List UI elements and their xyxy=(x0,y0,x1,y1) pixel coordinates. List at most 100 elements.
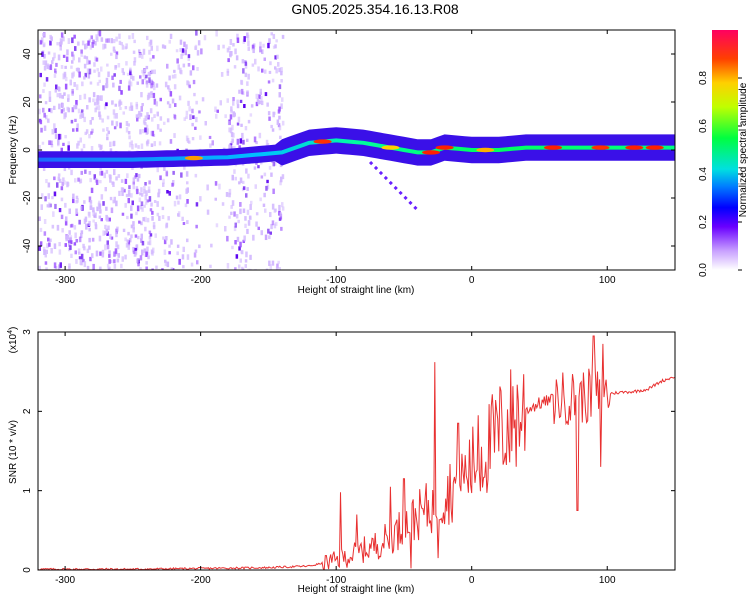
noise-speck xyxy=(134,143,138,148)
y-tick-label: 0 xyxy=(22,147,33,153)
noise-speck xyxy=(52,211,55,217)
noise-speck xyxy=(72,71,75,77)
noise-speck xyxy=(94,222,97,226)
noise-speck xyxy=(41,193,44,199)
noise-speck xyxy=(103,43,107,49)
noise-speck xyxy=(112,46,116,52)
noise-speck xyxy=(114,65,117,70)
noise-speck xyxy=(145,131,148,135)
noise-speck xyxy=(115,121,119,127)
noise-speck xyxy=(233,211,236,217)
noise-speck xyxy=(164,259,167,263)
noise-speck xyxy=(57,139,60,145)
noise-speck xyxy=(75,239,78,243)
noise-speck xyxy=(155,83,159,88)
noise-speck xyxy=(80,232,83,239)
noise-speck xyxy=(277,123,281,128)
noise-speck xyxy=(278,67,281,73)
noise-speck xyxy=(88,237,91,243)
noise-speck xyxy=(109,141,112,147)
noise-speck xyxy=(100,218,103,222)
noise-speck xyxy=(66,181,69,188)
noise-speck xyxy=(159,97,162,102)
noise-speck xyxy=(171,98,175,104)
noise-speck xyxy=(255,101,259,107)
noise-speck xyxy=(43,219,47,225)
noise-speck xyxy=(132,221,135,227)
noise-speck xyxy=(275,68,278,74)
noise-speck xyxy=(141,79,144,85)
noise-speck xyxy=(255,93,258,99)
noise-speck xyxy=(261,49,264,55)
noise-speck xyxy=(192,115,195,120)
noise-speck xyxy=(195,202,199,207)
noise-speck xyxy=(61,103,64,107)
noise-speck xyxy=(112,39,116,44)
noise-speck xyxy=(82,243,85,249)
noise-speck xyxy=(81,81,84,87)
snr-x-tick-label: -200 xyxy=(191,575,211,586)
noise-speck xyxy=(39,40,43,45)
noise-speck xyxy=(257,66,260,72)
noise-speck xyxy=(240,250,243,254)
noise-speck xyxy=(53,176,56,181)
noise-speck xyxy=(249,216,252,220)
noise-speck xyxy=(186,137,190,143)
snr-y-tick-label: 0 xyxy=(22,567,33,573)
noise-speck xyxy=(247,46,250,51)
noise-speck xyxy=(226,47,230,53)
noise-speck xyxy=(50,108,53,114)
noise-speck xyxy=(88,227,91,232)
noise-speck xyxy=(86,248,90,254)
noise-speck xyxy=(45,267,48,270)
noise-speck xyxy=(68,263,71,269)
noise-speck xyxy=(272,162,275,167)
noise-speck xyxy=(135,244,139,251)
noise-speck xyxy=(157,188,161,194)
snr-x-tick-label: -100 xyxy=(326,575,346,586)
noise-speck xyxy=(38,265,41,270)
noise-speck xyxy=(162,178,165,184)
noise-speck xyxy=(143,68,147,73)
noise-speck xyxy=(89,178,92,183)
noise-speck xyxy=(211,140,214,146)
noise-speck xyxy=(168,75,171,81)
noise-speck xyxy=(164,261,168,267)
noise-speck xyxy=(127,123,130,127)
noise-speck xyxy=(39,94,42,99)
noise-speck xyxy=(63,180,66,185)
noise-speck xyxy=(133,175,137,179)
noise-speck xyxy=(57,54,61,61)
noise-speck xyxy=(186,238,189,243)
noise-speck xyxy=(124,254,127,260)
noise-speck xyxy=(92,39,95,45)
noise-speck xyxy=(55,84,58,91)
y-tick-label: 40 xyxy=(22,48,33,60)
noise-speck xyxy=(175,195,179,200)
noise-speck xyxy=(40,127,43,133)
noise-speck xyxy=(80,205,83,211)
noise-speck xyxy=(271,220,275,226)
noise-speck xyxy=(163,249,167,255)
noise-speck xyxy=(185,188,188,194)
noise-speck xyxy=(144,122,147,126)
noise-speck xyxy=(102,85,105,91)
noise-speck xyxy=(71,37,74,44)
noise-speck xyxy=(198,110,201,114)
noise-speck xyxy=(121,68,124,73)
noise-speck xyxy=(182,63,186,68)
noise-speck xyxy=(270,124,273,129)
noise-speck xyxy=(147,92,151,99)
noise-speck xyxy=(62,73,65,80)
noise-speck xyxy=(166,118,170,123)
noise-speck xyxy=(251,63,255,67)
noise-speck xyxy=(259,41,262,48)
noise-speck xyxy=(83,76,86,80)
noise-speck xyxy=(97,71,101,78)
noise-speck xyxy=(105,38,108,43)
noise-speck xyxy=(198,244,201,249)
noise-speck xyxy=(144,127,147,133)
noise-speck xyxy=(190,262,194,267)
noise-speck xyxy=(94,41,97,46)
